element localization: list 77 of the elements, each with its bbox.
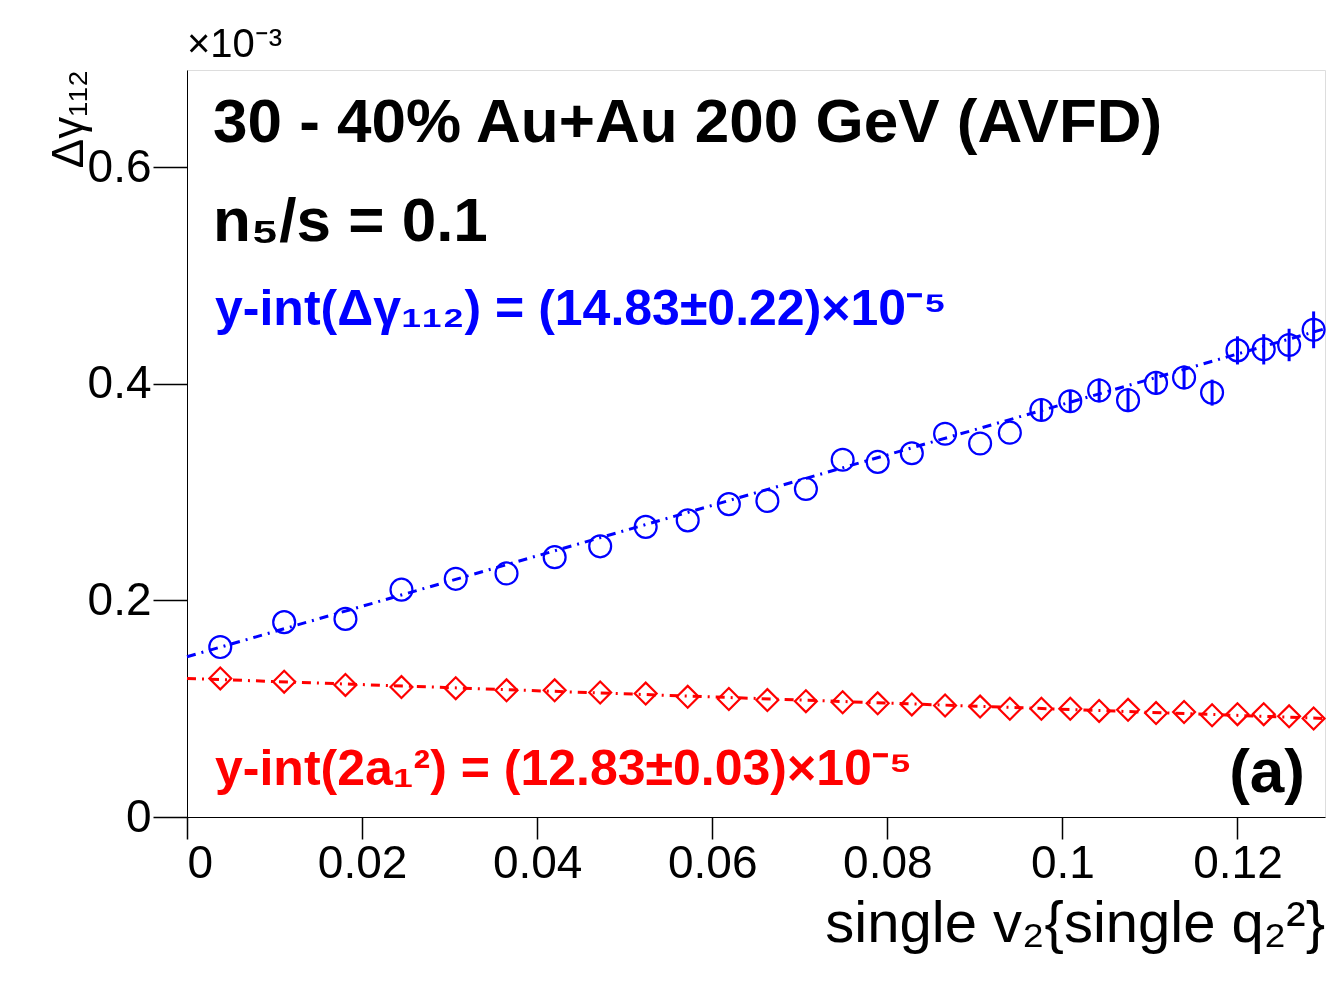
x-tick-label: 0.02 <box>317 835 408 888</box>
point <box>1029 696 1054 721</box>
point <box>830 690 855 715</box>
text: n₅/s = 0.1 <box>213 185 488 254</box>
point <box>1087 378 1112 403</box>
point <box>865 449 890 474</box>
y-tick-label: 0.4 <box>87 356 152 409</box>
point <box>1172 699 1197 725</box>
point <box>899 692 924 717</box>
point <box>208 666 233 691</box>
point <box>633 514 658 539</box>
point <box>1172 365 1197 390</box>
x-tick-label: 0.06 <box>667 835 758 888</box>
point <box>1277 332 1302 358</box>
x-tick-label: 0 <box>187 835 214 888</box>
x-tick-label: 0.12 <box>1193 835 1283 888</box>
point <box>997 696 1022 721</box>
point <box>793 476 818 501</box>
point <box>588 680 613 705</box>
chart-title: 30 - 40% Au+Au 200 GeV (AVFD) <box>213 86 1163 155</box>
point <box>1200 703 1225 728</box>
point <box>542 545 567 570</box>
point <box>542 678 567 703</box>
point <box>968 694 993 719</box>
point <box>1144 370 1169 395</box>
y-tick-label: 0.2 <box>87 572 152 625</box>
x-tick-label: 0.08 <box>843 835 933 888</box>
point <box>1115 388 1141 413</box>
x-tick-label: 0.04 <box>492 835 583 888</box>
point <box>1301 317 1326 342</box>
point <box>997 420 1022 445</box>
point <box>1058 696 1083 721</box>
point <box>933 421 958 446</box>
point <box>333 606 358 631</box>
point <box>272 610 297 635</box>
point <box>494 561 519 586</box>
point <box>716 492 741 517</box>
point <box>830 447 855 472</box>
point <box>1115 697 1141 722</box>
point <box>1058 389 1083 414</box>
x-tick-label: 0.1 <box>1030 835 1095 888</box>
point <box>793 689 818 714</box>
point <box>389 577 414 602</box>
point <box>933 693 958 718</box>
x-axis-title: single v₂{single q₂²} <box>825 889 1325 954</box>
point <box>1301 706 1326 731</box>
point <box>1251 337 1276 362</box>
point <box>755 688 780 713</box>
point <box>1225 338 1250 363</box>
point <box>1144 701 1169 726</box>
point <box>208 635 233 660</box>
point <box>333 672 358 697</box>
point <box>1251 702 1276 727</box>
point <box>1277 704 1302 729</box>
point <box>1087 698 1112 723</box>
point <box>968 431 993 456</box>
annotation: (a) <box>1229 736 1305 805</box>
text: ×10⁻³ <box>187 21 283 65</box>
point <box>755 488 780 513</box>
point <box>1029 397 1054 422</box>
point <box>443 566 468 591</box>
point <box>389 675 414 700</box>
point <box>633 681 658 706</box>
point <box>899 441 924 466</box>
point <box>865 691 890 716</box>
point <box>1200 380 1225 405</box>
y-tick-label: 0 <box>125 789 152 842</box>
point <box>272 669 297 694</box>
point <box>588 534 613 559</box>
point <box>675 684 700 709</box>
series-label: y-int(Δγ₁₁₂) = (14.83±0.22)×10⁻⁵ <box>215 280 947 336</box>
point <box>716 686 741 712</box>
point <box>443 676 468 701</box>
series-label: y-int(2a₁²) = (12.83±0.03)×10⁻⁵ <box>215 740 913 796</box>
point <box>1225 702 1250 727</box>
point <box>675 508 700 533</box>
point <box>494 678 519 703</box>
